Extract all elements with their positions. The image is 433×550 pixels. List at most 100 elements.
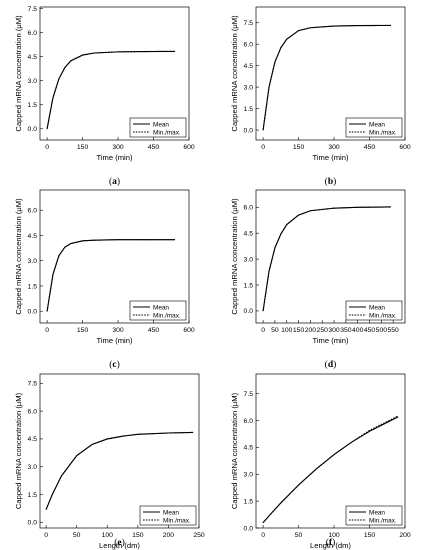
x-tick-label: 200 <box>305 327 317 334</box>
data-point-mean <box>386 421 388 423</box>
data-point-minmax <box>82 54 83 56</box>
data-point-minmax <box>46 128 48 130</box>
plot-frame <box>39 6 190 141</box>
y-tick-label: 1.5 <box>244 106 254 113</box>
y-tick-label: 0.0 <box>28 309 38 316</box>
y-axis-title: Capped mRNA concentration (μM) <box>14 15 23 132</box>
data-point-minmax <box>386 421 388 422</box>
data-point-minmax <box>280 47 282 49</box>
plot-frame <box>255 6 406 141</box>
data-point-minmax <box>117 239 119 241</box>
data-point-minmax <box>286 38 288 40</box>
x-tick-label: 450 <box>148 144 160 151</box>
x-tick-label: 0 <box>44 532 48 539</box>
x-tick-label: 200 <box>163 532 175 539</box>
panel-caption: (a) <box>109 176 120 187</box>
series-line-minmax <box>46 50 175 129</box>
x-tick-label: 500 <box>376 327 388 334</box>
y-tick-label: 6.0 <box>244 41 254 48</box>
y-tick-label: 4.5 <box>244 63 254 70</box>
x-tick-label: 50 <box>73 532 81 539</box>
data-point-minmax <box>46 310 48 312</box>
x-tick-label: 400 <box>352 327 364 334</box>
y-axis-title: Capped mRNA concentration (μM) <box>14 198 23 315</box>
panel-caption: (b) <box>325 176 337 187</box>
data-point-minmax <box>280 233 282 235</box>
y-tick-label: 1.5 <box>28 102 38 109</box>
data-point-minmax <box>268 270 270 272</box>
series-line-mean <box>45 431 193 510</box>
x-tick-label: 0 <box>261 144 265 151</box>
y-tick-label: 7.5 <box>244 391 254 398</box>
x-tick-label: 0 <box>45 144 49 151</box>
y-tick-label: 4.5 <box>28 436 38 443</box>
data-point-minmax <box>91 444 93 445</box>
data-point-minmax <box>298 30 299 31</box>
y-tick-label: 3.0 <box>244 256 254 263</box>
y-axis-title: Capped mRNA concentration (μM) <box>230 15 239 132</box>
x-tick-label: 150 <box>364 532 376 539</box>
y-tick-label: 1.5 <box>244 498 254 505</box>
plot-frame <box>255 373 406 529</box>
x-axis-title: Time (min) <box>97 153 133 162</box>
data-point-minmax <box>52 273 54 275</box>
chart-panel-d: 0 50 100 150 200 250 300 350 400 450 500 550 0.0 1.5 3… <box>230 189 406 370</box>
legend-label: Mean <box>369 121 385 128</box>
data-point-minmax <box>137 433 139 435</box>
series-line-minmax <box>262 415 399 523</box>
x-tick-label: 300 <box>328 144 340 151</box>
legend-label: Mean <box>163 509 179 516</box>
y-tick-label: 3.0 <box>28 78 38 85</box>
x-tick-label: 550 <box>388 327 400 334</box>
legend-label: Min./max. <box>369 517 397 524</box>
panel-caption: (d) <box>325 359 337 370</box>
x-tick-label: 600 <box>399 144 411 151</box>
x-tick-label: 150 <box>293 144 305 151</box>
chart-panel-a: 0 150 300 450 600 0.0 1.5 3.0 4.5 6.0 7.5 Time (min… <box>14 6 195 187</box>
x-tick-label: 150 <box>77 144 89 151</box>
series-line-minmax <box>262 24 391 131</box>
data-point-minmax <box>310 210 311 212</box>
legend-label: Min./max. <box>369 312 397 319</box>
data-point-minmax <box>106 438 108 440</box>
y-tick-label: 3.0 <box>244 84 254 91</box>
x-tick-label: 0 <box>45 327 49 334</box>
y-tick-label: 1.5 <box>28 283 38 290</box>
data-point-minmax <box>76 455 78 456</box>
data-point-minmax <box>357 25 359 26</box>
y-tick-label: 6.0 <box>244 205 254 212</box>
plot-frame <box>39 189 190 324</box>
x-tick-label: 600 <box>183 327 195 334</box>
legend-box <box>345 505 403 526</box>
legend-label: Mean <box>153 121 169 128</box>
series-line-mean <box>262 24 391 131</box>
y-tick-label: 1.5 <box>244 282 254 289</box>
legend-box <box>345 117 403 138</box>
y-tick-label: 1.5 <box>28 492 38 499</box>
x-tick-label: 0 <box>261 327 265 334</box>
data-point-minmax <box>351 441 353 443</box>
x-tick-label: 50 <box>295 532 303 539</box>
x-tick-label: 250 <box>193 532 205 539</box>
data-point-minmax <box>268 86 270 88</box>
chart-panel-c: 0 150 300 450 600 0.0 1.5 3.0 4.5 6.0 Time (min) Ca… <box>14 189 195 370</box>
x-tick-label: 300 <box>112 327 124 334</box>
data-point-minmax <box>333 454 335 455</box>
data-point-minmax <box>117 51 119 53</box>
plot-frame <box>39 373 200 529</box>
y-tick-label: 6.0 <box>28 208 38 215</box>
data-point-minmax <box>333 207 335 209</box>
y-tick-label: 6.0 <box>28 30 38 37</box>
x-tick-label: 450 <box>148 327 160 334</box>
series-line-mean <box>46 239 175 312</box>
x-tick-label: 450 <box>364 327 376 334</box>
y-tick-label: 0.0 <box>244 525 254 532</box>
panel-caption: (c) <box>109 359 120 370</box>
y-tick-label: 7.5 <box>28 381 38 388</box>
data-point-minmax <box>262 522 264 523</box>
data-point-minmax <box>286 224 288 225</box>
y-tick-label: 3.0 <box>244 472 254 479</box>
